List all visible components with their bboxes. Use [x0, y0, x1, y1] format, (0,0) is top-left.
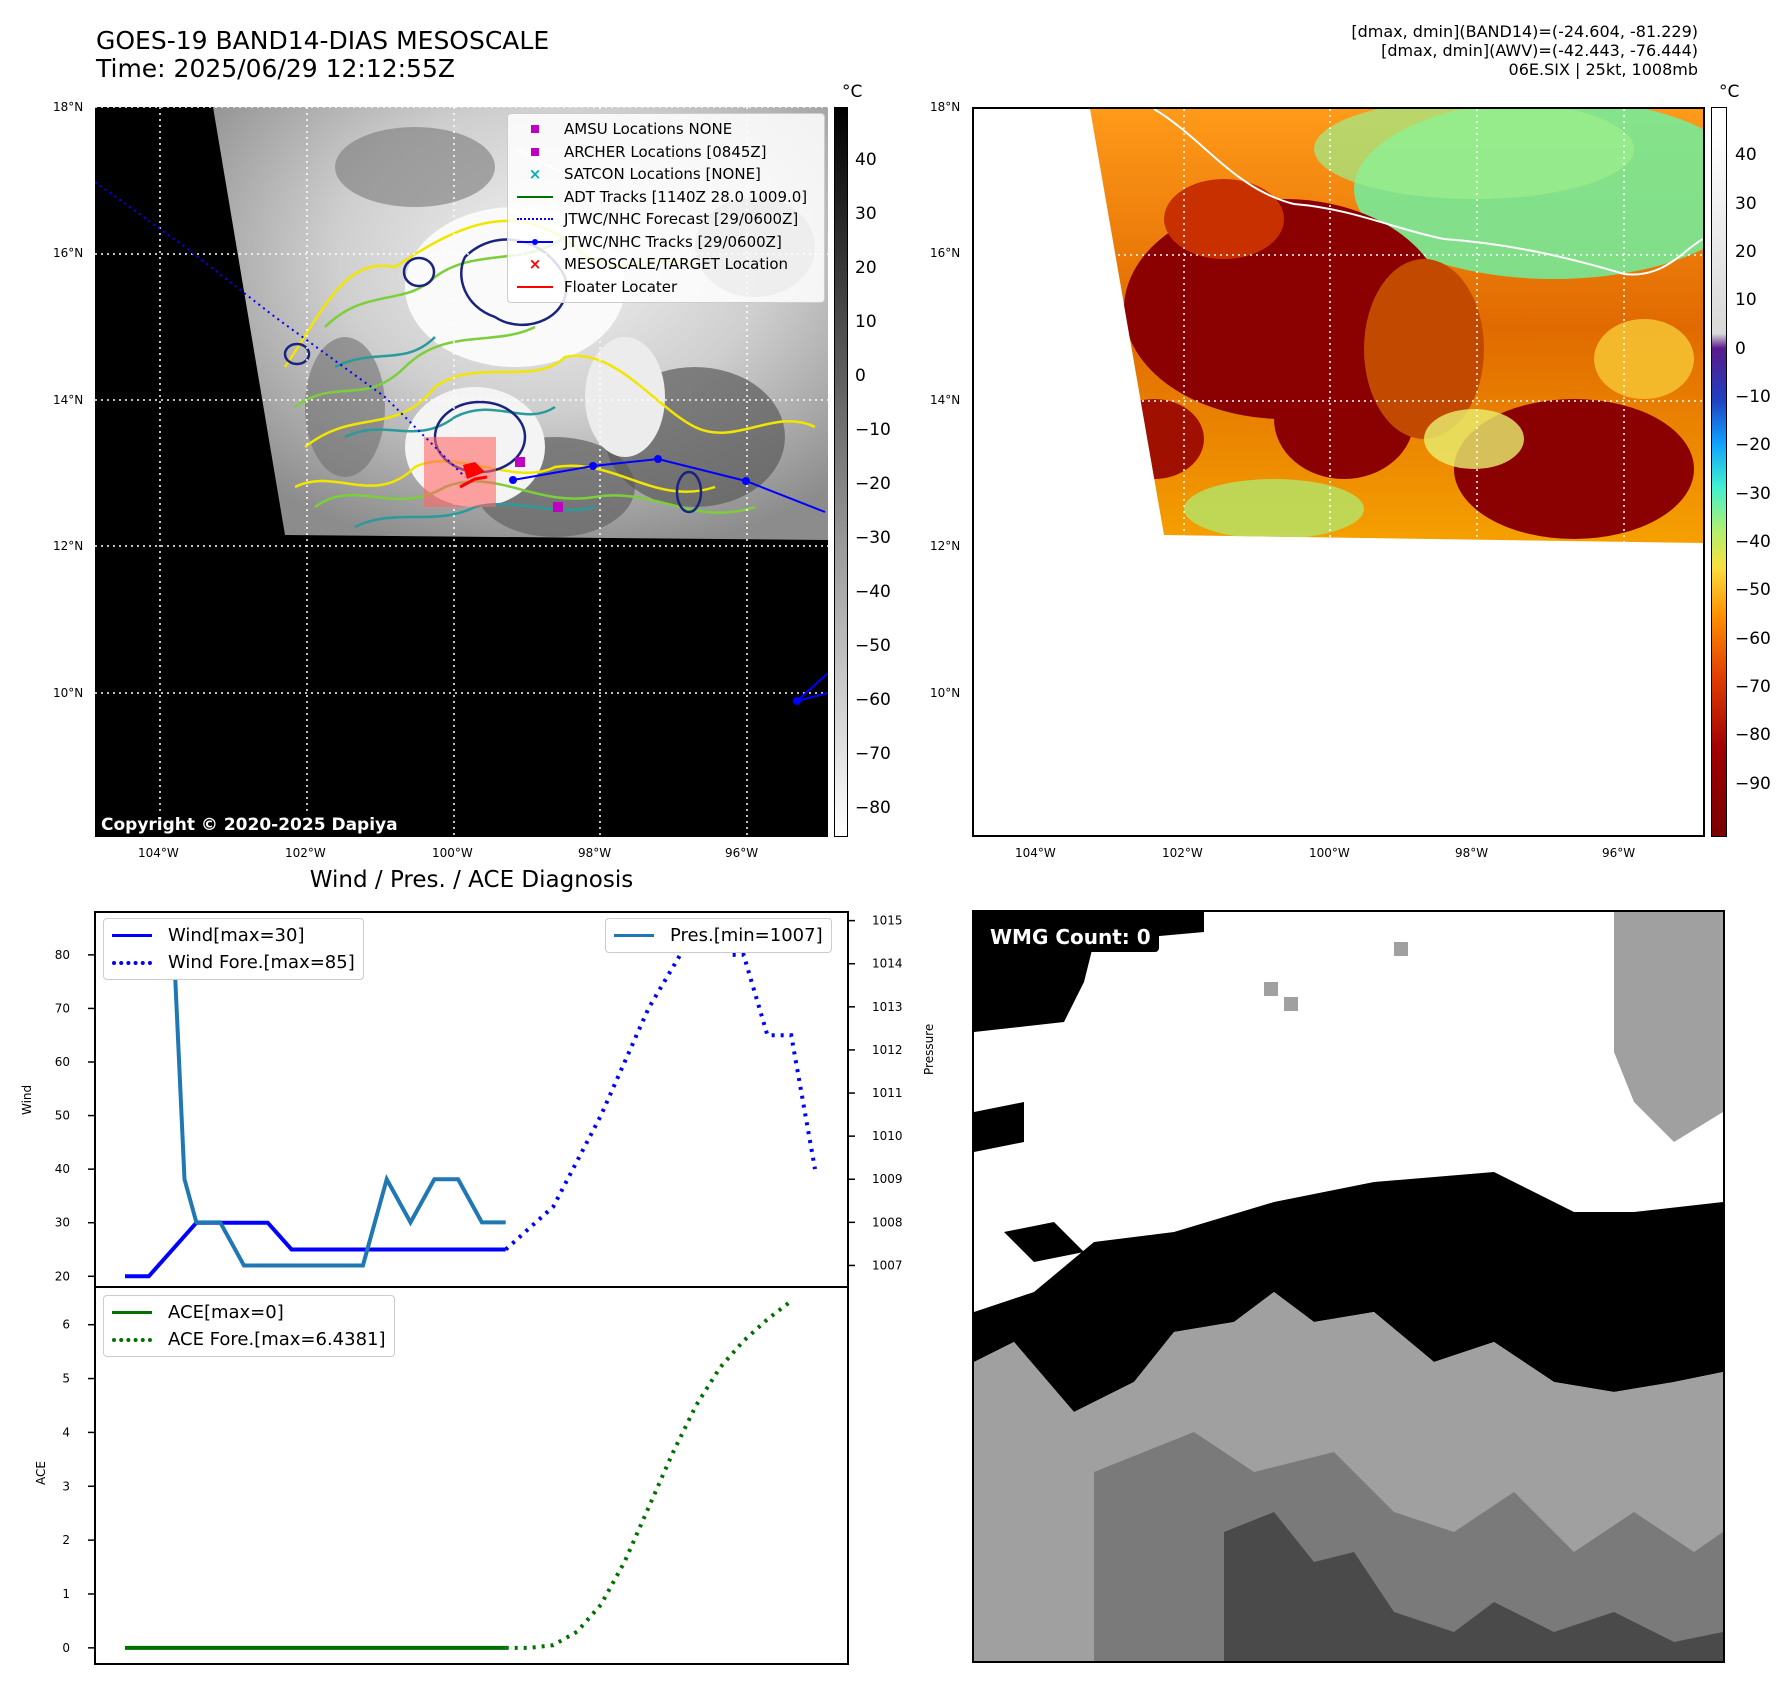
target-marker — [463, 462, 485, 479]
wind-ylabel: Wind — [20, 1084, 34, 1115]
y-tick-label: 1010 — [872, 1129, 903, 1143]
copyright: Copyright © 2020-2025 Dapiya — [95, 813, 404, 837]
y-tick-label: 4 — [62, 1425, 70, 1439]
wmg-image — [974, 912, 1723, 1661]
lon-label: 96°W — [1602, 846, 1636, 860]
y-tick-label: 5 — [62, 1372, 70, 1386]
lon-label: 102°W — [1162, 846, 1203, 860]
y-tick-label: 3 — [62, 1479, 70, 1493]
archer-point — [553, 502, 563, 512]
lat-label: 16°N — [930, 246, 961, 260]
legend-jtwc-tracks: JTWC/NHC Tracks [29/0600Z] — [516, 231, 816, 254]
series-line — [505, 1299, 793, 1650]
lat-label: 14°N — [53, 393, 84, 407]
colorbar-left — [834, 107, 848, 837]
lon-label: 98°W — [1455, 846, 1489, 860]
legend-ace: ACE[max=0] — [112, 1299, 386, 1326]
y-tick-label: 1012 — [872, 1043, 903, 1057]
y-tick-label: 1008 — [872, 1215, 903, 1229]
lat-label: 18°N — [930, 100, 961, 114]
y-tick-label: 1013 — [872, 1000, 903, 1014]
y-tick-label: 2 — [62, 1533, 70, 1547]
y-tick-label: 20 — [55, 1269, 70, 1283]
y-tick-label: 1009 — [872, 1172, 903, 1186]
y-tick-label: 80 — [55, 948, 70, 962]
storm-info: [dmax, dmin](BAND14)=(-24.604, -81.229) … — [1351, 22, 1698, 79]
pressure-ylabel: Pressure — [922, 1023, 936, 1075]
y-tick-label: 1 — [62, 1587, 70, 1601]
legend-adt: ADT Tracks [1140Z 28.0 1009.0] — [516, 186, 816, 209]
pressure-legend: Pres.[min=1007] — [605, 918, 832, 953]
y-tick-label: 1015 — [872, 914, 903, 928]
y-tick-label: 6 — [62, 1318, 70, 1332]
legend-wind: Wind[max=30] — [112, 922, 355, 949]
title-line2: Time: 2025/06/29 12:12:55Z — [96, 54, 455, 83]
awv-gridlines — [974, 109, 1703, 835]
legend-archer: ARCHER Locations [0845Z] — [516, 141, 816, 164]
colorbar-left-unit: °C — [842, 82, 863, 102]
series-line — [125, 1220, 506, 1279]
colorbar-right — [1711, 107, 1727, 837]
lon-label: 100°W — [1309, 846, 1350, 860]
ace-ylabel: ACE — [34, 1461, 48, 1485]
series-line — [504, 925, 817, 1251]
legend-floater: Floater Locater — [516, 276, 816, 299]
info-line1: [dmax, dmin](BAND14)=(-24.604, -81.229) — [1351, 22, 1698, 41]
awv-map-frame — [972, 107, 1705, 837]
lat-label: 12°N — [930, 539, 961, 553]
diagnosis-title: Wind / Pres. / ACE Diagnosis — [309, 867, 634, 893]
legend-ace-fore: ACE Fore.[max=6.4381] — [112, 1326, 386, 1353]
archer-point — [515, 457, 525, 467]
lon-label: 102°W — [285, 846, 326, 860]
map-legend: AMSU Locations NONE ARCHER Locations [08… — [507, 113, 825, 303]
legend-forecast: JTWC/NHC Forecast [29/0600Z] — [516, 208, 816, 231]
legend-satcon: × SATCON Locations [NONE] — [528, 165, 761, 184]
awv-map — [974, 109, 1703, 835]
lat-label: 12°N — [53, 539, 84, 553]
y-tick-label: 0 — [62, 1641, 70, 1655]
y-tick-label: 40 — [55, 1162, 70, 1176]
legend-pres: Pres.[min=1007] — [614, 922, 823, 949]
colorbar-right-unit: °C — [1719, 82, 1740, 102]
wind-legend: Wind[max=30] Wind Fore.[max=85] — [103, 918, 364, 980]
lat-label: 14°N — [930, 393, 961, 407]
lat-label: 18°N — [53, 100, 84, 114]
info-line2: [dmax, dmin](AWV)=(-42.443, -76.444) — [1381, 41, 1698, 60]
y-tick-label: 60 — [55, 1055, 70, 1069]
legend-amsu: AMSU Locations NONE — [516, 118, 816, 141]
y-tick-label: 30 — [55, 1216, 70, 1230]
wmg-panel — [972, 910, 1725, 1663]
title-line1: GOES-19 BAND14-DIAS MESOSCALE — [96, 26, 550, 55]
lat-label: 10°N — [53, 686, 84, 700]
lat-label: 10°N — [930, 686, 961, 700]
y-tick-label: 1011 — [872, 1086, 903, 1100]
y-tick-label: 1014 — [872, 957, 903, 971]
lon-label: 104°W — [1015, 846, 1056, 860]
lon-label: 96°W — [725, 846, 759, 860]
wmg-count: WMG Count: 0 — [982, 922, 1159, 952]
y-tick-label: 50 — [55, 1109, 70, 1123]
lat-label: 16°N — [53, 246, 84, 260]
figure-title: GOES-19 BAND14-DIAS MESOSCALE Time: 2025… — [96, 27, 549, 83]
lon-label: 100°W — [432, 846, 473, 860]
legend-target: × MESOSCALE/TARGET Location — [528, 255, 789, 274]
info-line3: 06E.SIX | 25kt, 1008mb — [1508, 60, 1698, 79]
ace-legend: ACE[max=0] ACE Fore.[max=6.4381] — [103, 1295, 395, 1357]
y-tick-label: 1007 — [872, 1258, 903, 1272]
y-tick-label: 70 — [55, 1001, 70, 1015]
lon-label: 98°W — [578, 846, 612, 860]
coastline — [1153, 109, 1703, 276]
lon-label: 104°W — [138, 846, 179, 860]
legend-wind-fore: Wind Fore.[max=85] — [112, 949, 355, 976]
floater-box — [424, 437, 496, 507]
